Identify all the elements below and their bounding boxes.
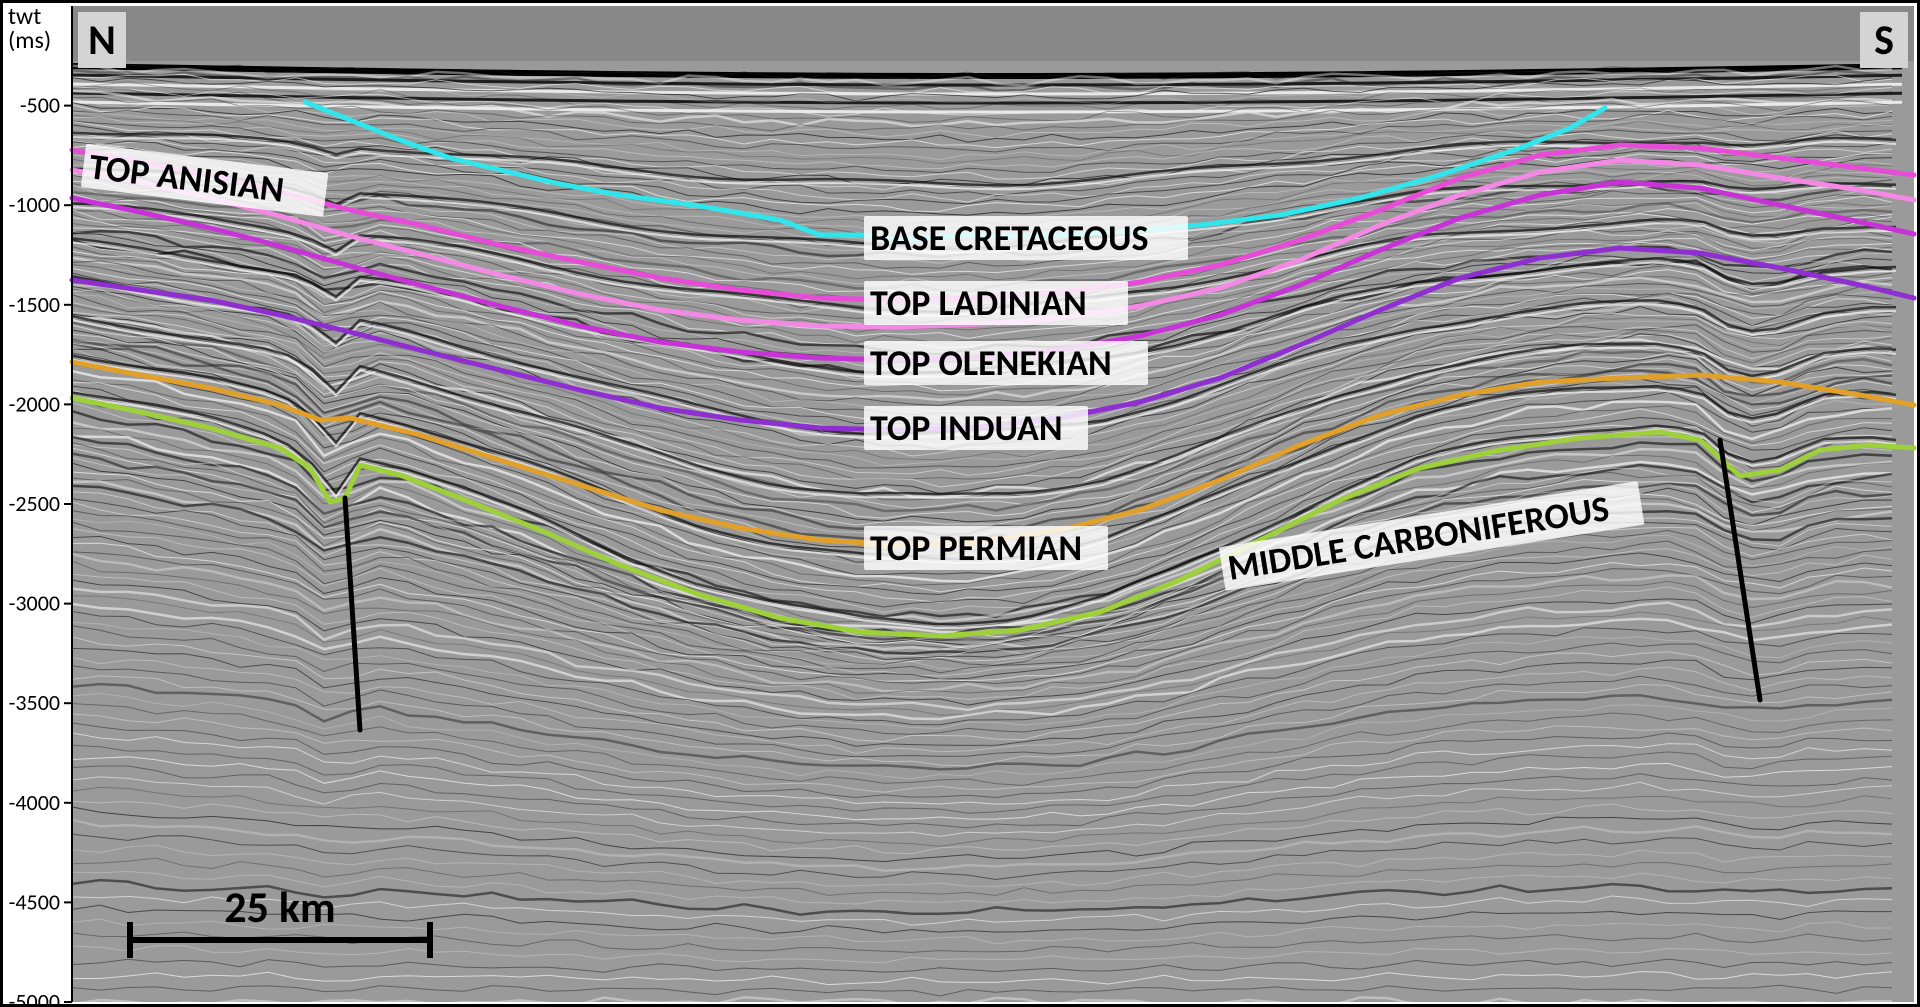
svg-text:N: N	[88, 15, 116, 66]
y-axis-title: (ms)	[8, 26, 51, 55]
y-tick-label: -5000	[9, 988, 60, 1007]
y-tick-label: -2000	[9, 390, 60, 417]
y-tick-label: -3500	[9, 689, 60, 716]
y-tick-label: -1500	[9, 291, 60, 318]
y-tick-label: -2500	[9, 490, 60, 517]
scale-bar-label: 25 km	[224, 880, 335, 934]
y-tick-label: -4000	[9, 789, 60, 816]
svg-text:BASE CRETACEOUS: BASE CRETACEOUS	[870, 216, 1149, 260]
seismic-figure: BASE CRETACEOUSTOP ANISIANTOP LADINIANTO…	[0, 0, 1920, 1007]
svg-text:TOP OLENEKIAN: TOP OLENEKIAN	[870, 341, 1112, 385]
y-tick-label: -4500	[9, 888, 60, 915]
svg-text:TOP PERMIAN: TOP PERMIAN	[870, 526, 1082, 570]
north-label: N	[78, 12, 126, 68]
south-label: S	[1860, 12, 1908, 68]
svg-text:TOP INDUAN: TOP INDUAN	[870, 406, 1063, 450]
y-tick-label: -3000	[9, 590, 60, 617]
svg-text:TOP LADINIAN: TOP LADINIAN	[870, 281, 1087, 325]
horizon-label-top_permian: TOP PERMIAN	[864, 526, 1108, 570]
horizon-label-top_olenekian: TOP OLENEKIAN	[864, 341, 1148, 385]
horizon-label-top_induan: TOP INDUAN	[864, 406, 1088, 450]
horizon-label-base_cretaceous: BASE CRETACEOUS	[864, 216, 1188, 260]
y-tick-label: -1000	[9, 191, 60, 218]
horizon-label-top_ladinian: TOP LADINIAN	[864, 281, 1128, 325]
seismic-svg: BASE CRETACEOUSTOP ANISIANTOP LADINIANTO…	[0, 0, 1920, 1007]
svg-text:S: S	[1874, 15, 1894, 66]
y-axis: twt(ms)-500-1000-1500-2000-2500-3000-350…	[8, 2, 72, 1007]
y-tick-label: -500	[20, 92, 60, 119]
